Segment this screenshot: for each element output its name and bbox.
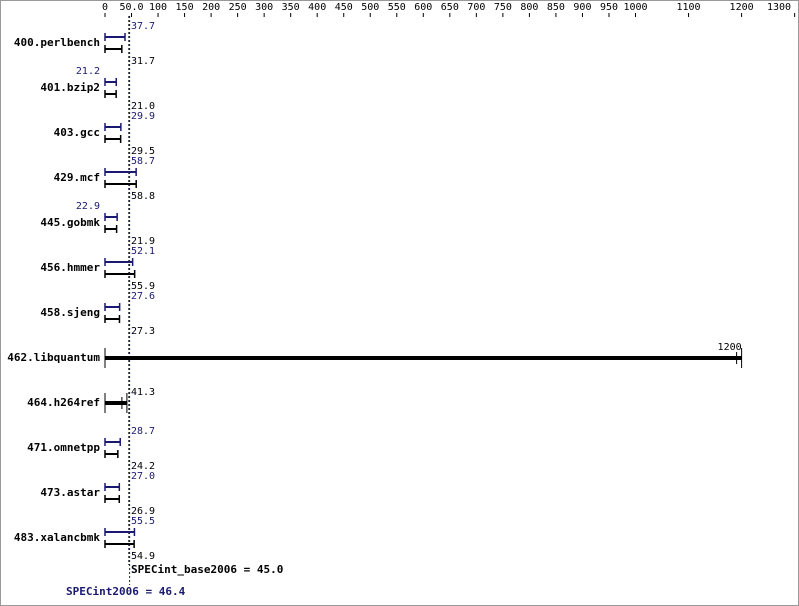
value-label: 58.7 — [131, 156, 155, 167]
value-label: 27.0 — [131, 471, 155, 482]
value-label: 58.8 — [131, 191, 155, 202]
value-label: 27.6 — [131, 291, 155, 302]
category-label: 471.omnetpp — [27, 441, 100, 454]
value-label: 21.9 — [131, 236, 155, 247]
category-label: 401.bzip2 — [40, 81, 100, 94]
category-label: 400.perlbench — [14, 36, 100, 49]
value-label: 28.7 — [131, 426, 155, 437]
summary-label: SPECint_base2006 = 45.0 — [131, 563, 283, 576]
value-label: 37.7 — [131, 21, 155, 32]
value-label: 21.2 — [76, 66, 100, 77]
value-label: 26.9 — [131, 506, 155, 517]
category-label: 462.libquantum — [7, 351, 100, 364]
x-tick-label: 200 — [202, 2, 220, 13]
category-label: 464.h264ref — [27, 396, 100, 409]
x-tick-label: 500 — [361, 2, 379, 13]
value-label: 55.5 — [131, 516, 155, 527]
category-label: 445.gobmk — [40, 216, 100, 229]
value-label: 55.9 — [131, 281, 155, 292]
category-label: 403.gcc — [54, 126, 100, 139]
x-tick-label: 700 — [467, 2, 485, 13]
x-tick-label: 300 — [255, 2, 273, 13]
x-tick-label: 650 — [441, 2, 459, 13]
x-tick-label: 250 — [229, 2, 247, 13]
x-tick-label: 1100 — [677, 2, 701, 13]
x-tick-label: 50.0 — [119, 2, 143, 13]
value-label: 24.2 — [131, 461, 155, 472]
x-tick-label: 1000 — [623, 2, 647, 13]
x-tick-label: 150 — [176, 2, 194, 13]
x-tick-label: 800 — [520, 2, 538, 13]
x-tick-label: 550 — [388, 2, 406, 13]
x-tick-label: 750 — [494, 2, 512, 13]
value-label: 27.3 — [131, 326, 155, 337]
value-label: 31.7 — [131, 56, 155, 67]
category-label: 456.hmmer — [40, 261, 100, 274]
value-label: 1200 — [718, 342, 742, 353]
summary-label: SPECint2006 = 46.4 — [66, 585, 186, 598]
value-label: 29.9 — [131, 111, 155, 122]
x-tick-label: 400 — [308, 2, 326, 13]
category-label: 458.sjeng — [40, 306, 100, 319]
value-label: 22.9 — [76, 201, 100, 212]
x-tick-label: 450 — [335, 2, 353, 13]
x-tick-label: 600 — [414, 2, 432, 13]
x-tick-label: 950 — [600, 2, 618, 13]
value-label: 21.0 — [131, 101, 155, 112]
value-label: 41.3 — [131, 387, 155, 398]
x-tick-label: 1200 — [730, 2, 754, 13]
value-label: 52.1 — [131, 246, 155, 257]
x-tick-label: 1300 — [767, 2, 791, 13]
x-tick-label: 900 — [573, 2, 591, 13]
x-tick-label: 850 — [547, 2, 565, 13]
category-label: 473.astar — [40, 486, 100, 499]
value-label: 54.9 — [131, 551, 155, 562]
category-label: 429.mcf — [54, 171, 100, 184]
value-label: 29.5 — [131, 146, 155, 157]
category-label: 483.xalancbmk — [14, 531, 100, 544]
x-tick-label: 0 — [102, 2, 108, 13]
x-tick-label: 100 — [149, 2, 167, 13]
x-tick-label: 350 — [282, 2, 300, 13]
